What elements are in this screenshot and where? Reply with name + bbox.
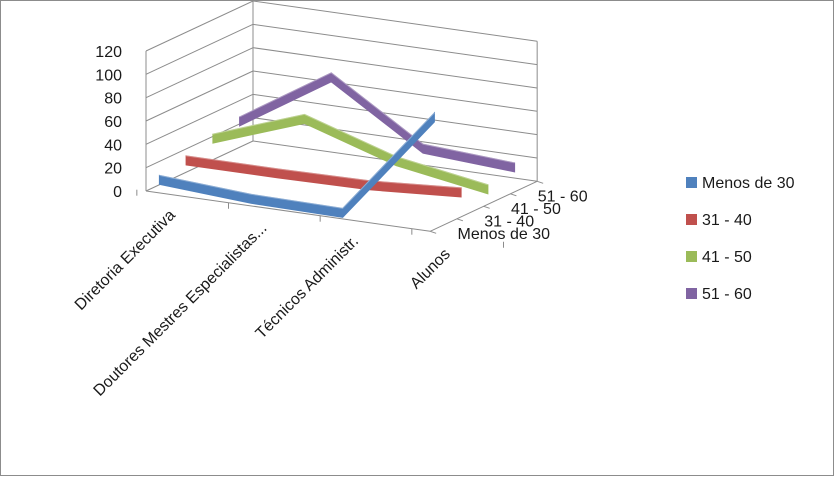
depth-tick-mark (456, 218, 464, 222)
y-tick-label: 100 (95, 67, 122, 84)
series-ribbon-edge (239, 72, 515, 164)
depth-series-label: 31 - 40 (484, 214, 534, 231)
y-tick-label: 80 (104, 91, 122, 108)
depth-series-label: Menos de 30 (458, 226, 551, 243)
series-ribbon-edge (186, 155, 462, 189)
depth-tick-mark (483, 205, 490, 209)
legend-label: 31 - 40 (702, 212, 752, 229)
depth-series-label: 51 - 60 (538, 189, 588, 206)
x-category-label: Alunos (407, 246, 454, 293)
depth-series-label: 41 - 50 (511, 201, 561, 218)
series-ribbon (185, 155, 462, 198)
legend-label: 51 - 60 (702, 286, 752, 303)
x-category-label: Técnicos Administr. (253, 233, 362, 342)
gridline-back (252, 93, 538, 136)
y-tick-label: 60 (104, 114, 122, 131)
gridline-side (145, 70, 254, 122)
gridline-side (145, 93, 254, 145)
y-tick-label: 40 (104, 137, 122, 154)
series-ribbon-edge (212, 113, 489, 186)
gridline-side (145, 23, 254, 75)
legend-swatch (686, 288, 697, 299)
y-tick-label: 0 (113, 184, 122, 201)
depth-tick-mark (510, 193, 517, 197)
legend-swatch (686, 214, 697, 225)
gridline-back (252, 70, 538, 112)
gridline-back (252, 23, 538, 66)
depth-tick-mark (430, 230, 437, 234)
floor-front-edge (145, 190, 431, 232)
gridline-side (145, 117, 254, 169)
x-category-label: Diretoria Executiva (72, 207, 179, 314)
gridline-back (252, 47, 538, 89)
series-ribbon (239, 72, 516, 173)
series-ribbon (158, 111, 435, 218)
series-ribbon-edge (159, 112, 435, 209)
legend-label: Menos de 30 (702, 175, 795, 192)
gridline-side (145, 47, 254, 99)
series-ribbon (212, 113, 489, 195)
y-tick-label: 20 (104, 161, 122, 178)
legend-swatch (686, 177, 697, 188)
legend-swatch (686, 251, 697, 262)
depth-tick-mark (537, 180, 544, 184)
gridline-back (252, 1, 538, 42)
legend-label: 41 - 50 (702, 249, 752, 266)
x-category-label: Doutores Mestres Especialistas... (91, 220, 271, 400)
y-tick-label: 120 (95, 44, 122, 61)
gridline-side (145, 1, 254, 52)
